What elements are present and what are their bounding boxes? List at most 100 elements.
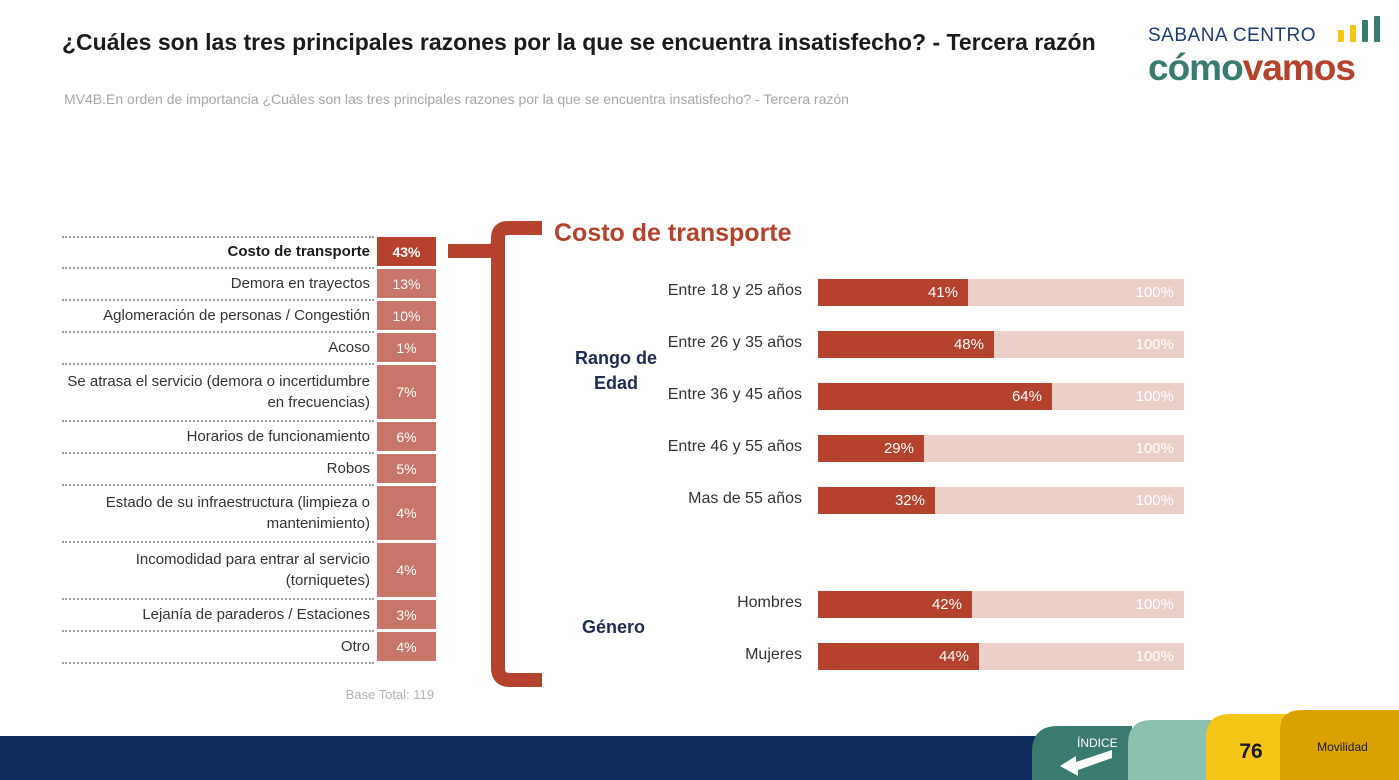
table-divider — [62, 363, 374, 365]
table-row-label: Horarios de funcionamiento — [186, 428, 370, 445]
table-divider — [62, 236, 374, 238]
section-label: Movilidad — [1317, 740, 1368, 754]
table-row-value: 7% — [377, 365, 436, 419]
table-row-label: Robos — [326, 460, 370, 477]
table-row: Estado de su infraestructura (limpieza o… — [62, 485, 436, 543]
table-row-label: Se atrasa el servicio (demora o incertid… — [67, 373, 370, 411]
section-title: Costo de transporte — [554, 219, 792, 247]
table-row: Costo de transporte 43% — [62, 236, 436, 269]
table-row-label: Acoso — [328, 339, 370, 356]
bar-total-label: 100% — [1135, 388, 1174, 405]
bar-total-label: 100% — [1135, 596, 1174, 613]
bar-total-label: 100% — [1135, 492, 1174, 509]
table-row: Horarios de funcionamiento 6% — [62, 421, 436, 454]
table-row-label: Incomodidad para entrar al servicio (tor… — [135, 551, 370, 589]
table-divider — [62, 484, 374, 486]
bar-fill — [818, 591, 972, 618]
bar-fill — [818, 435, 924, 462]
indice-label[interactable]: ÍNDICE — [1077, 736, 1118, 750]
bar-category-label: Entre 26 y 35 años — [667, 334, 802, 351]
table-row-value: 13% — [377, 269, 436, 298]
table-row: Aglomeración de personas / Congestión 10% — [62, 300, 436, 333]
indice-tab[interactable] — [1032, 726, 1132, 780]
bar-category-label: Entre 18 y 25 años — [667, 282, 802, 299]
table-row-label: Estado de su infraestructura (limpieza o… — [105, 494, 370, 532]
bar-fill — [818, 331, 994, 358]
table-divider — [62, 598, 374, 600]
table-row: Demora en trayectos 13% — [62, 268, 436, 301]
group-label-gender: Género — [581, 617, 646, 637]
bar-track: 29% 100% — [818, 435, 1184, 462]
table-divider — [62, 331, 374, 333]
base-total: Base Total: 119 — [345, 687, 434, 702]
bar-category-label: Mas de 55 años — [688, 490, 802, 507]
bar-value-label: 44% — [938, 648, 969, 665]
table-row-value: 4% — [377, 632, 436, 661]
logo-main-b: vamos — [1242, 47, 1356, 88]
logo-main-text: cómovamos — [1148, 46, 1356, 90]
bar-value-label: 41% — [927, 284, 958, 301]
table-row: Lejanía de paraderos / Estaciones 3% — [62, 599, 436, 632]
table-divider — [62, 267, 374, 269]
table-divider — [62, 541, 374, 543]
table-divider — [62, 630, 374, 632]
back-arrow-icon[interactable] — [1060, 750, 1112, 776]
table-row-label: Costo de transporte — [227, 243, 370, 260]
table-divider — [62, 452, 374, 454]
table-row-value: 3% — [377, 600, 436, 629]
bar-track: 48% 100% — [818, 331, 1184, 358]
bar-fill — [818, 643, 979, 670]
section-tab — [1280, 710, 1399, 780]
table-row-value: 4% — [377, 543, 436, 597]
bar-track: 44% 100% — [818, 643, 1184, 670]
table-row-value: 1% — [377, 333, 436, 362]
table-row-value: 10% — [377, 301, 436, 330]
brace-connector — [448, 221, 542, 687]
table-row: Se atrasa el servicio (demora o incertid… — [62, 364, 436, 422]
bar-total-label: 100% — [1135, 336, 1174, 353]
footer-tabs — [1032, 710, 1399, 780]
bar-track: 64% 100% — [818, 383, 1184, 410]
logo-bars-icon — [1338, 16, 1380, 42]
bar-total-label: 100% — [1135, 648, 1174, 665]
table-row-label: Lejanía de paraderos / Estaciones — [142, 606, 370, 623]
table-row-value: 6% — [377, 422, 436, 451]
group-label-age: Rango de Edad — [574, 348, 657, 393]
logo-top-text: SABANA CENTRO — [1148, 25, 1317, 46]
table-row-label: Demora en trayectos — [230, 275, 370, 292]
teal-tab — [1128, 720, 1220, 780]
table-row: Acoso 1% — [62, 332, 436, 365]
page-title: ¿Cuáles son las tres principales razones… — [62, 29, 1096, 55]
table-divider — [62, 420, 374, 422]
page-subtitle: MV4B.En orden de importancia ¿Cuáles son… — [64, 91, 849, 107]
bar-category-label: Entre 36 y 45 años — [667, 386, 802, 403]
bar-value-label: 42% — [931, 596, 962, 613]
table-row-value: 5% — [377, 454, 436, 483]
table-row: Otro 4% — [62, 631, 436, 664]
bar-fill — [818, 279, 968, 306]
bar-category-label: Hombres — [737, 594, 802, 611]
table-row-value: 43% — [377, 237, 436, 266]
table-row-label: Otro — [340, 638, 370, 655]
bar-value-label: 64% — [1011, 388, 1042, 405]
page-number: 76 — [1239, 740, 1263, 763]
bar-category-label: Entre 46 y 55 años — [667, 438, 802, 455]
table-row-value: 4% — [377, 486, 436, 540]
bar-total-label: 100% — [1135, 440, 1174, 457]
table-divider — [62, 299, 374, 301]
bar-category-label: Mujeres — [745, 646, 802, 663]
bar-value-label: 48% — [953, 336, 984, 353]
bar-value-label: 32% — [894, 492, 925, 509]
logo-main-a: cómo — [1148, 47, 1244, 88]
bar-track: 42% 100% — [818, 591, 1184, 618]
table-row: Incomodidad para entrar al servicio (tor… — [62, 542, 436, 600]
bar-value-label: 29% — [883, 440, 914, 457]
bar-track: 41% 100% — [818, 279, 1184, 306]
bar-track: 32% 100% — [818, 487, 1184, 514]
bar-fill — [818, 383, 1052, 410]
logo: SABANA CENTRO cómovamos — [1148, 16, 1388, 92]
table-row: Robos 5% — [62, 453, 436, 486]
bar-fill — [818, 487, 935, 514]
bar-total-label: 100% — [1135, 284, 1174, 301]
table-row-label: Aglomeración de personas / Congestión — [103, 307, 370, 324]
